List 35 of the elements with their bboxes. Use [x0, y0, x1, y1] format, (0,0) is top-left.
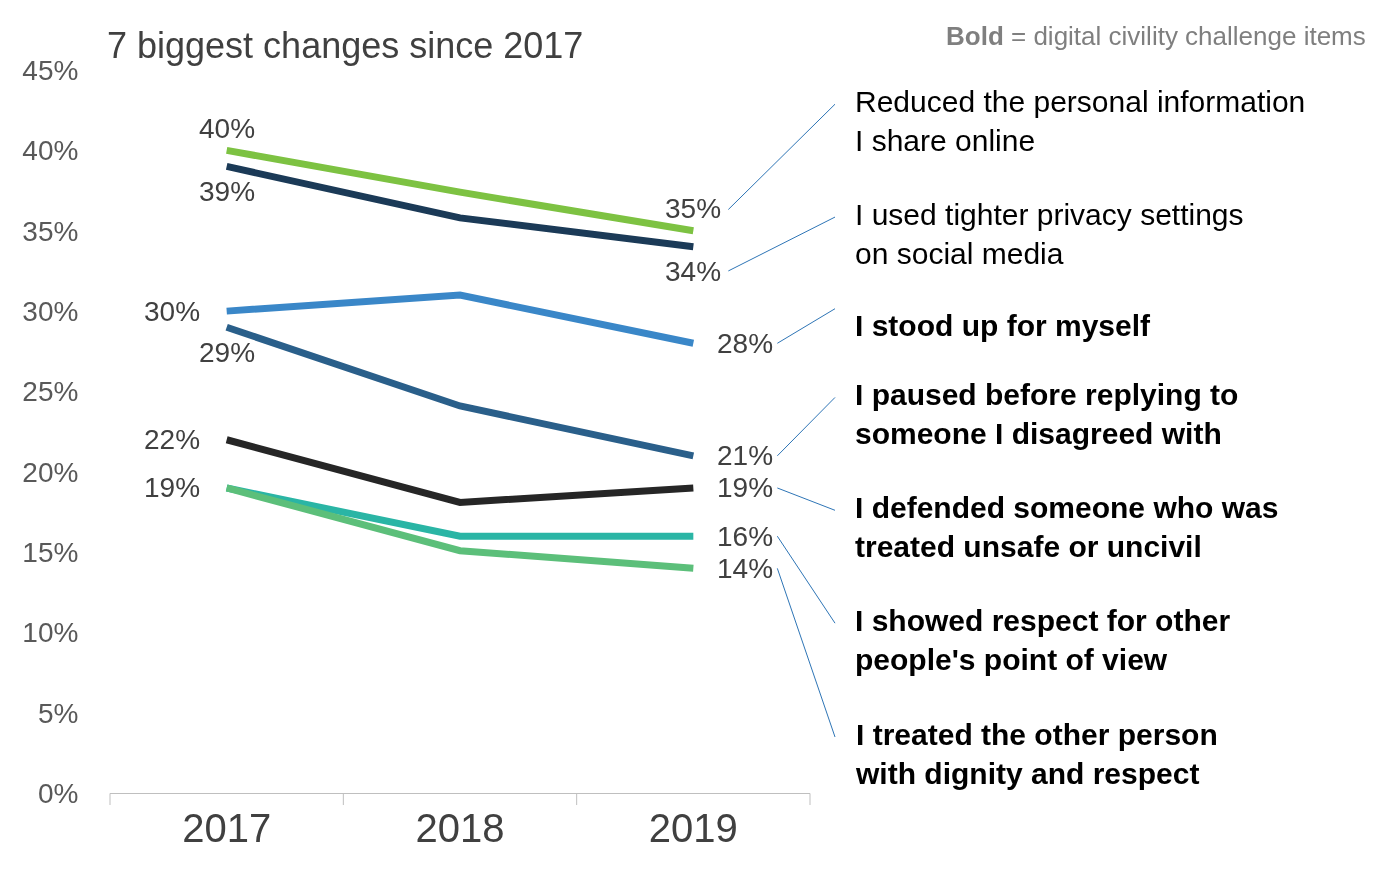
text: I defended someone who was treated unsafe or uncivil — [855, 491, 1279, 563]
text: I used tighter privacy settings on social media — [855, 198, 1244, 270]
y-tick-label: 40% — [22, 135, 79, 167]
y-tick-label: 25% — [22, 376, 79, 408]
x-tick-label: 2018 — [415, 806, 505, 851]
text: Reduced the personal information I share online — [855, 85, 1306, 157]
x-tick-label: 2017 — [182, 806, 272, 851]
data-label: 40% — [199, 113, 256, 144]
y-tick-label: 30% — [22, 295, 79, 327]
text: I paused before replying to someone I disagreed with — [855, 378, 1239, 450]
data-label: 16% — [717, 521, 774, 552]
y-tick-label: 5% — [37, 697, 79, 729]
x-tick-label: 2019 — [648, 806, 738, 851]
y-tick-label: 45% — [22, 54, 79, 86]
y-tick-label: 10% — [22, 617, 79, 649]
data-label: 21% — [717, 440, 774, 471]
y-tick-label: 20% — [22, 456, 79, 488]
data-label: 35% — [665, 193, 722, 224]
y-tick-label: 15% — [22, 537, 79, 569]
data-label: 14% — [717, 553, 774, 584]
data-label: 29% — [199, 337, 256, 368]
data-label: 19% — [717, 472, 774, 503]
text: Bold = digital civility challenge items — [946, 21, 1366, 51]
data-label: 22% — [144, 424, 201, 455]
text: I showed respect for other people's point of view — [855, 604, 1231, 676]
text: I stood up for myself — [855, 309, 1152, 342]
data-label: 30% — [144, 296, 201, 327]
y-tick-label: 35% — [22, 215, 79, 247]
text: I treated the other person with dignity and respect — [855, 718, 1218, 790]
data-label: 28% — [717, 328, 774, 359]
chart-title: 7 biggest changes since 2017 — [107, 25, 584, 66]
data-label: 19% — [144, 472, 201, 503]
y-tick-label: 0% — [37, 778, 79, 810]
data-label: 39% — [199, 176, 256, 207]
data-label: 34% — [665, 256, 722, 287]
